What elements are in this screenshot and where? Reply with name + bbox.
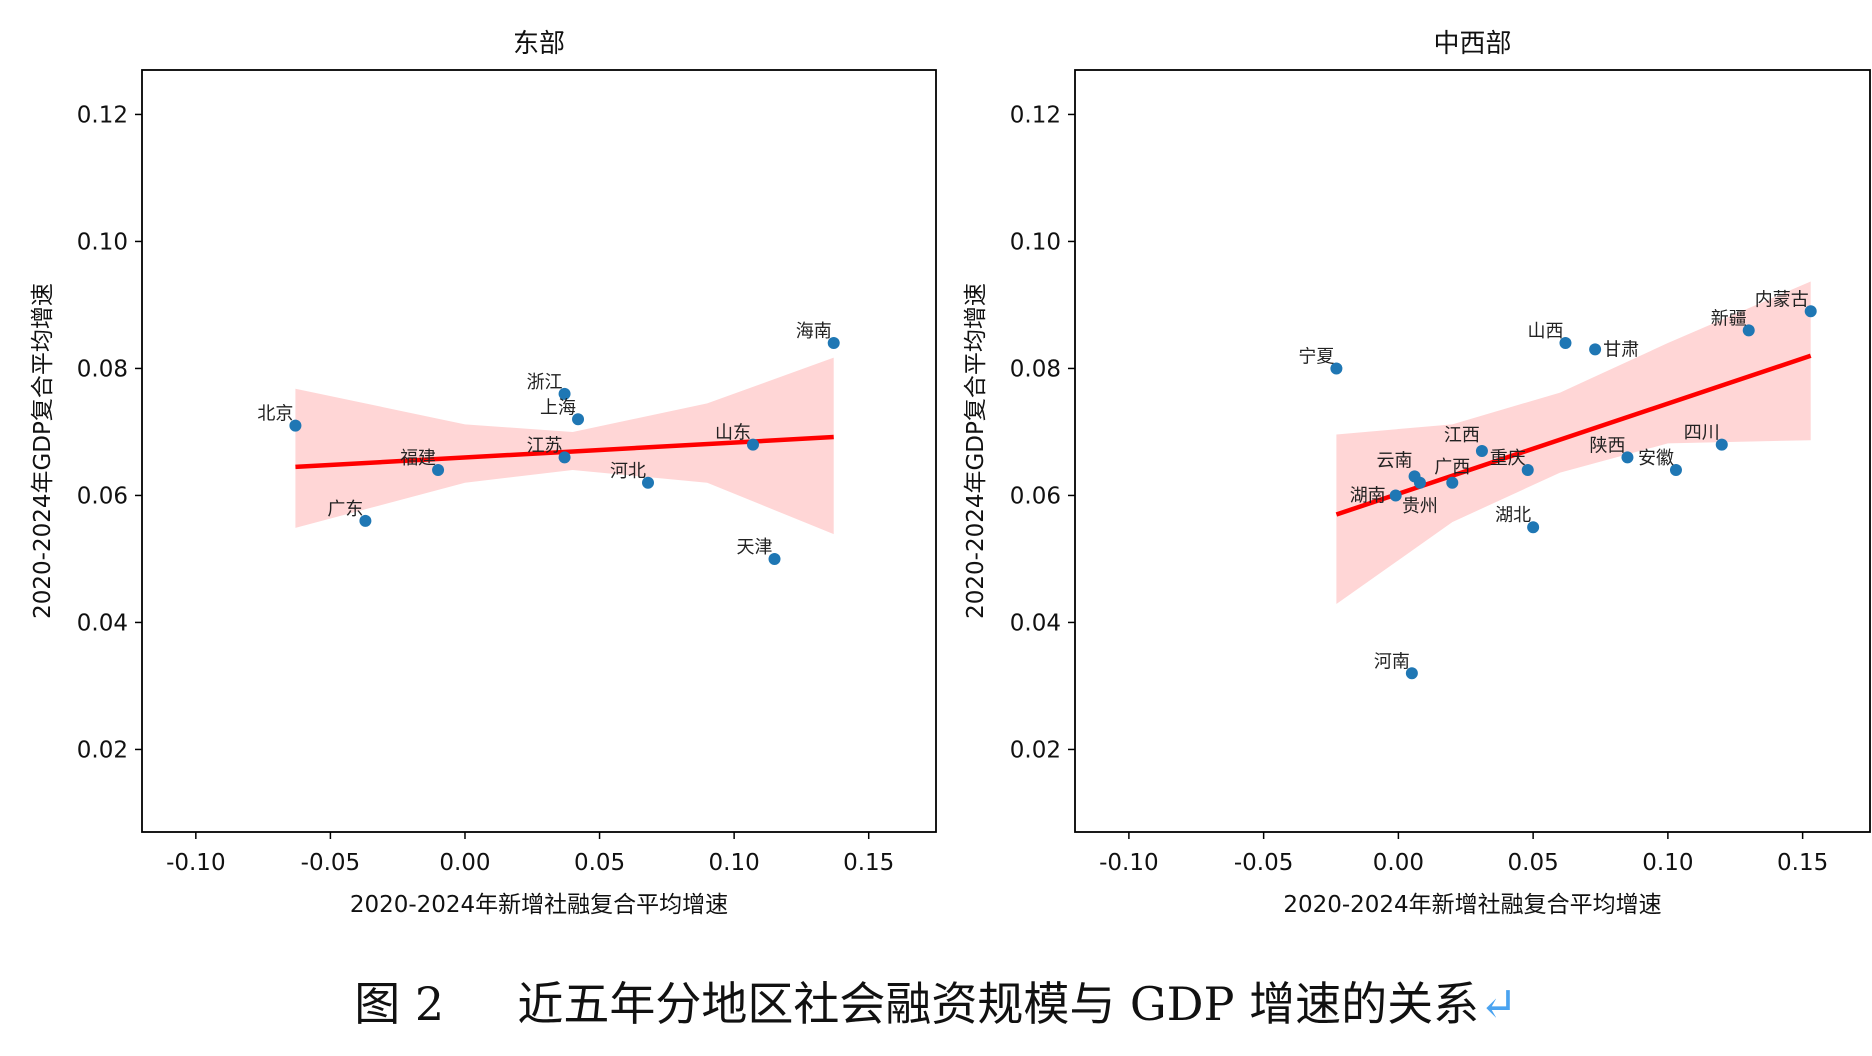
data-point [572,413,585,426]
y-tick-label: 0.08 [77,356,128,382]
figure-caption: 图 2 近五年分地区社会融资规模与 GDP 增速的关系↵ [0,968,1872,1034]
point-label: 贵州 [1402,496,1438,517]
y-tick-label: 0.10 [77,229,128,255]
data-point [827,337,840,350]
data-point [1521,464,1534,477]
y-axis-label: 2020-2024年GDP复合平均增速 [963,283,989,619]
data-point [1405,667,1418,680]
chart-title: 中西部 [1433,29,1511,59]
y-tick-label: 0.12 [1010,102,1061,128]
chart-title: 东部 [513,29,565,59]
point-label: 四川 [1684,423,1720,444]
y-tick-label: 0.08 [1010,356,1061,382]
point-label: 山西 [1527,321,1563,342]
x-tick-label: 0.05 [1508,850,1559,876]
x-tick-label: 0.00 [439,850,490,876]
y-tick-label: 0.02 [1010,737,1061,763]
x-tick-label: 0.00 [1373,850,1424,876]
point-label: 河北 [610,461,646,482]
data-point [558,387,571,400]
point-label: 上海 [540,397,576,418]
point-label: 陕西 [1589,435,1625,456]
x-tick-label: -0.10 [166,850,226,876]
data-point [1527,521,1540,534]
data-point [558,451,571,464]
y-tick-label: 0.06 [1010,483,1061,509]
data-point [1669,464,1682,477]
point-label: 福建 [400,448,436,469]
point-label: 浙江 [527,372,563,393]
figure-number: 图 2 [354,977,445,1031]
data-point [642,476,655,489]
point-label: 广东 [327,499,363,520]
point-label: 内蒙古 [1755,289,1809,310]
data-point [1330,362,1343,375]
point-label: 河南 [1374,651,1410,672]
point-label: 山东 [715,423,751,444]
x-tick-label: -0.05 [1234,850,1294,876]
point-label: 海南 [796,321,832,342]
data-point [1715,438,1728,451]
y-tick-label: 0.06 [77,483,128,509]
point-label: 新疆 [1711,308,1747,329]
regression-line [1335,353,1812,517]
point-label: 云南 [1377,450,1413,471]
data-point [746,438,759,451]
x-axis-label: 2020-2024年新增社融复合平均增速 [350,892,728,918]
point-label: 安徽 [1638,448,1674,469]
data-point [1742,324,1755,337]
plot-frame [141,69,937,833]
y-tick-label: 0.04 [77,610,128,636]
x-axis-label: 2020-2024年新增社融复合平均增速 [1283,892,1661,918]
y-axis-label: 2020-2024年GDP复合平均增速 [30,283,56,619]
point-label: 北京 [257,404,293,425]
x-tick-label: 0.15 [843,850,894,876]
data-point [1413,476,1426,489]
data-point [1475,445,1488,457]
x-tick-label: -0.05 [301,850,361,876]
data-point [1621,451,1634,464]
point-label: 湖北 [1495,505,1531,526]
point-label: 湖南 [1350,485,1386,506]
x-tick-label: 0.05 [574,850,625,876]
data-point [289,419,302,432]
point-label: 重庆 [1490,448,1526,469]
data-point [1446,476,1459,489]
return-mark: ↵ [1479,977,1518,1031]
x-tick-label: 0.10 [709,850,760,876]
data-point [1589,343,1602,356]
data-point [1389,489,1402,502]
x-tick-label: 0.10 [1642,850,1693,876]
plot-frame [1074,69,1871,833]
point-label: 甘肃 [1603,339,1639,360]
caption-text: 近五年分地区社会融资规模与 GDP 增速的关系 [517,977,1480,1031]
point-label: 江苏 [527,435,563,456]
confidence-band [295,357,834,535]
y-tick-label: 0.12 [77,102,128,128]
point-label: 广西 [1434,457,1470,478]
data-point [1804,305,1817,318]
x-tick-label: 0.15 [1777,850,1828,876]
y-tick-label: 0.10 [1010,229,1061,255]
y-tick-label: 0.04 [1010,610,1061,636]
y-tick-label: 0.02 [77,737,128,763]
data-point [432,464,445,477]
data-point [1559,337,1572,350]
confidence-band [1336,281,1811,605]
point-label: 宁夏 [1298,346,1334,367]
point-label: 天津 [737,537,773,558]
point-label: 江西 [1444,425,1480,446]
x-tick-label: -0.10 [1099,850,1159,876]
data-point [359,514,372,527]
data-point [768,552,781,565]
